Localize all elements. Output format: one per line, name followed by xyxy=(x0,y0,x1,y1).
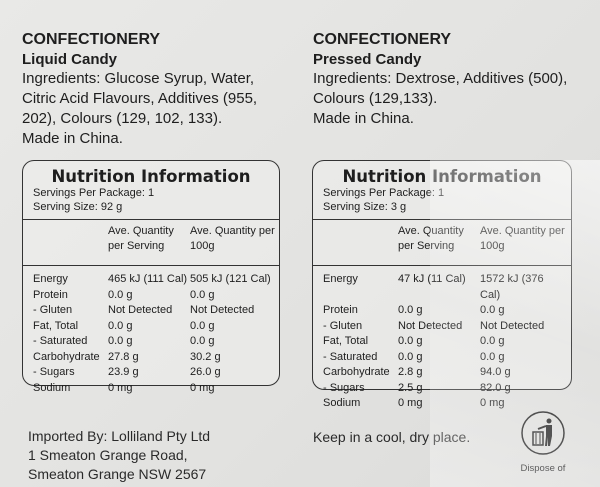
left-product-info: CONFECTIONERY Liquid Candy Ingredients: … xyxy=(22,30,292,149)
per-100g-value: 94.0 g xyxy=(480,366,511,378)
nutrient-row: Carbohydrate 2.8 g 94.0 g xyxy=(313,365,571,381)
category: CONFECTIONERY xyxy=(313,31,452,48)
nutrient-name: - Sugars xyxy=(323,381,365,394)
nutrient-name: - Saturated xyxy=(33,335,88,347)
servings-per-package: Servings Per Package: 1 xyxy=(323,187,445,199)
nutrient-row: - Gluten Not Detected Not Detected xyxy=(313,319,571,335)
per-100g-value: 0 mg xyxy=(190,381,215,394)
per-100g-value: 0.0 g xyxy=(480,304,505,316)
importer-line: Imported By: Lolliland Pty Ltd xyxy=(28,428,211,444)
header-per-100g: Ave. Quantity per 100g xyxy=(190,225,275,252)
ingredients: Ingredients: Dextrose, Additives (500), … xyxy=(313,70,568,107)
nutrient-name: Carbohydrate xyxy=(323,366,390,378)
nutrient-name: Protein xyxy=(323,304,358,316)
panel-title: Nutrition Information xyxy=(342,167,542,186)
nutrient-row: Sodium 0 mg 0 mg xyxy=(23,381,279,397)
per-serving-value: 0.0 g xyxy=(108,288,133,301)
storage-instructions: Keep in a cool, dry place. xyxy=(313,429,471,445)
per-serving-value: 27.8 g xyxy=(108,350,139,363)
per-100g-value: 26.0 g xyxy=(190,366,221,378)
per-100g-value: 0.0 g xyxy=(190,335,215,347)
per-100g-value: 82.0 g xyxy=(480,381,511,394)
serving-size: Serving Size: 3 g xyxy=(323,201,407,213)
per-100g-value: 0.0 g xyxy=(480,335,505,347)
per-100g-value: 30.2 g xyxy=(190,350,221,363)
nutrient-row: - Saturated 0.0 g 0.0 g xyxy=(313,350,571,366)
nutrient-row: - Gluten Not Detected Not Detected xyxy=(23,303,279,319)
per-serving-value: 0.0 g xyxy=(108,319,133,332)
per-serving-value: 2.8 g xyxy=(398,366,423,378)
per-serving-value: 47 kJ (11 Cal) xyxy=(398,273,466,285)
importer-address: Imported By: Lolliland Pty Ltd 1 Smeaton… xyxy=(28,427,210,484)
nutrient-row: Fat, Total 0.0 g 0.0 g xyxy=(23,319,279,335)
divider xyxy=(23,265,279,266)
nutrient-row: - Saturated 0.0 g 0.0 g xyxy=(23,334,279,350)
ingredients: Ingredients: Glucose Syrup, Water, Citri… xyxy=(22,70,258,127)
dispose-label: Dispose of xyxy=(520,463,566,474)
nutrient-row: - Sugars 23.9 g 26.0 g xyxy=(23,365,279,381)
nutrient-row: Energy 47 kJ (11 Cal) 1572 kJ (376 Cal) xyxy=(313,272,571,303)
importer-line: 1 Smeaton Grange Road, xyxy=(28,447,188,463)
nutrient-name: Sodium xyxy=(33,381,71,394)
per-100g-value: 0.0 g xyxy=(480,350,505,363)
nutrition-panel-left: Nutrition Information Servings Per Packa… xyxy=(22,160,280,394)
header-blank xyxy=(23,224,108,254)
per-100g-value: Not Detected xyxy=(480,319,545,332)
product-name: Liquid Candy xyxy=(22,51,117,68)
nutrient-name: - Gluten xyxy=(33,304,73,316)
per-100g-value: 0.0 g xyxy=(190,288,215,301)
per-serving-value: 0.0 g xyxy=(398,335,423,347)
nutrient-row: Energy 465 kJ (111 Cal) 505 kJ (121 Cal) xyxy=(23,272,279,288)
nutrient-name: - Gluten xyxy=(323,319,363,332)
nutrient-row: - Sugars 2.5 g 82.0 g xyxy=(313,381,571,397)
nutrient-name: Energy xyxy=(33,273,68,285)
nutrient-name: Energy xyxy=(323,273,358,285)
nutrient-name: Protein xyxy=(33,288,68,301)
header-per-serving: Ave. Quantity per Serving xyxy=(398,225,464,252)
per-serving-value: Not Detected xyxy=(398,319,463,332)
nutrient-name: - Sugars xyxy=(33,366,75,378)
importer-line: Smeaton Grange NSW 2567 xyxy=(28,466,207,482)
per-100g-value: 505 kJ (121 Cal) xyxy=(190,273,271,285)
right-product-info: CONFECTIONERY Pressed Candy Ingredients:… xyxy=(313,30,583,129)
origin: Made in China. xyxy=(313,110,414,127)
nutrient-row: Protein 0.0 g 0.0 g xyxy=(313,303,571,319)
divider xyxy=(23,219,279,220)
per-serving-value: 0.0 g xyxy=(398,304,423,316)
nutrient-name: Fat, Total xyxy=(323,335,369,347)
per-serving-value: 0.0 g xyxy=(398,350,423,363)
column-headers: Ave. Quantity per Serving Ave. Quantity … xyxy=(23,220,279,260)
nutrition-panel-right: Nutrition Information Servings Per Packa… xyxy=(312,160,572,409)
per-100g-value: Not Detected xyxy=(190,304,255,316)
header-per-100g: Ave. Quantity per 100g xyxy=(480,225,565,252)
servings-per-package: Servings Per Package: 1 xyxy=(33,187,155,199)
nutrient-row: Carbohydrate 27.8 g 30.2 g xyxy=(23,350,279,366)
header-per-serving: Ave. Quantity per Serving xyxy=(108,225,174,252)
nutrient-name: Carbohydrate xyxy=(33,350,100,363)
per-serving-value: 0 mg xyxy=(398,397,423,409)
per-serving-value: 465 kJ (111 Cal) xyxy=(108,273,188,285)
nutrient-name: Sodium xyxy=(323,397,361,409)
panel-title: Nutrition Information xyxy=(51,167,251,186)
nutrient-row: Protein 0.0 g 0.0 g xyxy=(23,288,279,304)
per-serving-value: 0.0 g xyxy=(108,335,133,347)
per-serving-value: 2.5 g xyxy=(398,381,423,394)
header-blank xyxy=(313,224,398,254)
per-serving-value: 0 mg xyxy=(108,381,133,394)
serving-size: Serving Size: 92 g xyxy=(33,201,123,213)
nutrient-row: Fat, Total 0.0 g 0.0 g xyxy=(313,334,571,350)
product-name: Pressed Candy xyxy=(313,51,422,68)
column-headers: Ave. Quantity per Serving Ave. Quantity … xyxy=(313,220,571,260)
category: CONFECTIONERY xyxy=(22,31,161,48)
per-serving-value: Not Detected xyxy=(108,304,173,316)
nutrient-name: Fat, Total xyxy=(33,319,79,332)
per-serving-value: 23.9 g xyxy=(108,366,139,378)
nutrient-name: - Saturated xyxy=(323,350,378,363)
origin: Made in China. xyxy=(22,130,123,147)
per-100g-value: 0.0 g xyxy=(190,319,215,332)
per-100g-value: 1572 kJ (376 Cal) xyxy=(480,273,544,301)
tidyman-bin-icon xyxy=(521,411,565,455)
dispose-symbol: Dispose of xyxy=(513,410,573,474)
